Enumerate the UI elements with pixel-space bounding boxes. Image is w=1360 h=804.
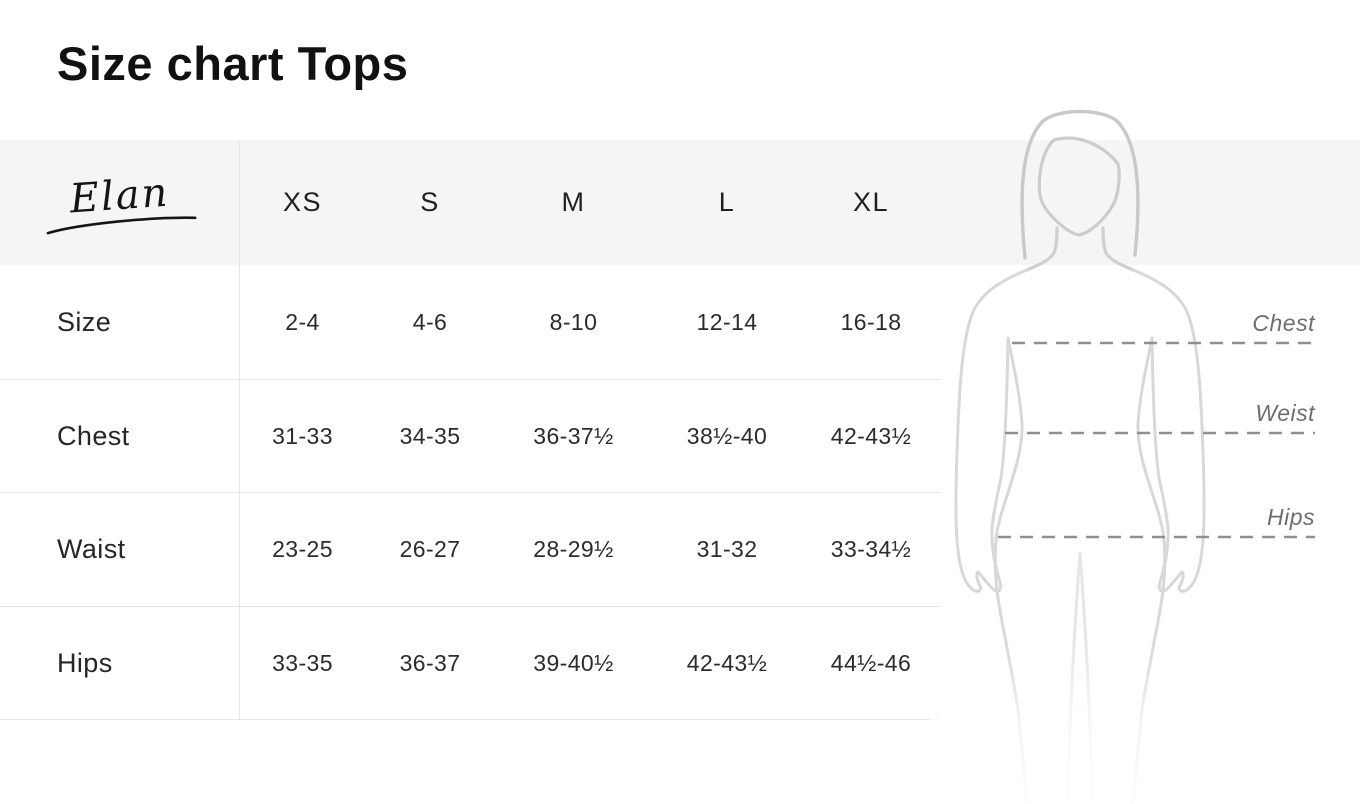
woman-figure-illustration xyxy=(954,109,1315,804)
hair-outline xyxy=(1020,109,1140,260)
face-outline xyxy=(1037,136,1121,237)
cell-size-s: 4-6 xyxy=(365,265,495,380)
body-left-outline xyxy=(954,268,1029,804)
body-right-outline xyxy=(1131,268,1206,804)
cell-chest-xl: 42-43½ xyxy=(802,380,940,493)
neck-right-line xyxy=(1101,226,1135,272)
inner-legs-outline xyxy=(1066,551,1094,802)
size-table: Elan XS S M L XL Size 2-4 4-6 8-10 12-14… xyxy=(0,140,940,720)
brand-logo: Elan xyxy=(0,140,240,265)
column-header-xs: XS xyxy=(282,187,323,217)
brand-name: Elan xyxy=(67,169,171,222)
column-header-s: S xyxy=(420,187,440,217)
cell-size-xs: 2-4 xyxy=(240,265,365,380)
cell-chest-m: 36-37½ xyxy=(495,380,652,493)
measure-label-waist: Weist xyxy=(1255,400,1315,426)
cell-size-m: 8-10 xyxy=(495,265,652,380)
row-label-size: Size xyxy=(0,265,240,380)
cell-size-l: 12-14 xyxy=(652,265,802,380)
cell-waist-l: 31-32 xyxy=(652,493,802,607)
cell-chest-xs: 31-33 xyxy=(240,380,365,493)
cell-chest-s: 34-35 xyxy=(365,380,495,493)
brand-logo-inner: Elan xyxy=(42,169,197,234)
page-title: Size chart Tops xyxy=(57,37,409,90)
logo-underline-swoosh xyxy=(46,215,197,234)
cell-hips-xs: 33-35 xyxy=(240,607,365,720)
cell-hips-m: 39-40½ xyxy=(495,607,652,720)
row-label-waist: Waist xyxy=(0,493,240,607)
cell-chest-l: 38½-40 xyxy=(652,380,802,493)
column-header-m: M xyxy=(561,187,586,217)
cell-waist-s: 26-27 xyxy=(365,493,495,607)
cell-waist-xs: 23-25 xyxy=(240,493,365,607)
column-header-xl: XL xyxy=(852,187,890,217)
neck-left-line xyxy=(1025,226,1059,272)
cell-hips-xl: 44½-46 xyxy=(802,607,940,720)
measure-label-hips: Hips xyxy=(1266,504,1315,530)
cell-waist-m: 28-29½ xyxy=(495,493,652,607)
column-header-l: L xyxy=(718,187,736,217)
cell-waist-xl: 33-34½ xyxy=(802,493,940,607)
measure-label-chest: Chest xyxy=(1252,310,1315,336)
cell-size-xl: 16-18 xyxy=(802,265,940,380)
cell-hips-l: 42-43½ xyxy=(652,607,802,720)
row-label-chest: Chest xyxy=(0,380,240,493)
row-label-hips: Hips xyxy=(0,607,240,720)
cell-hips-s: 36-37 xyxy=(365,607,495,720)
